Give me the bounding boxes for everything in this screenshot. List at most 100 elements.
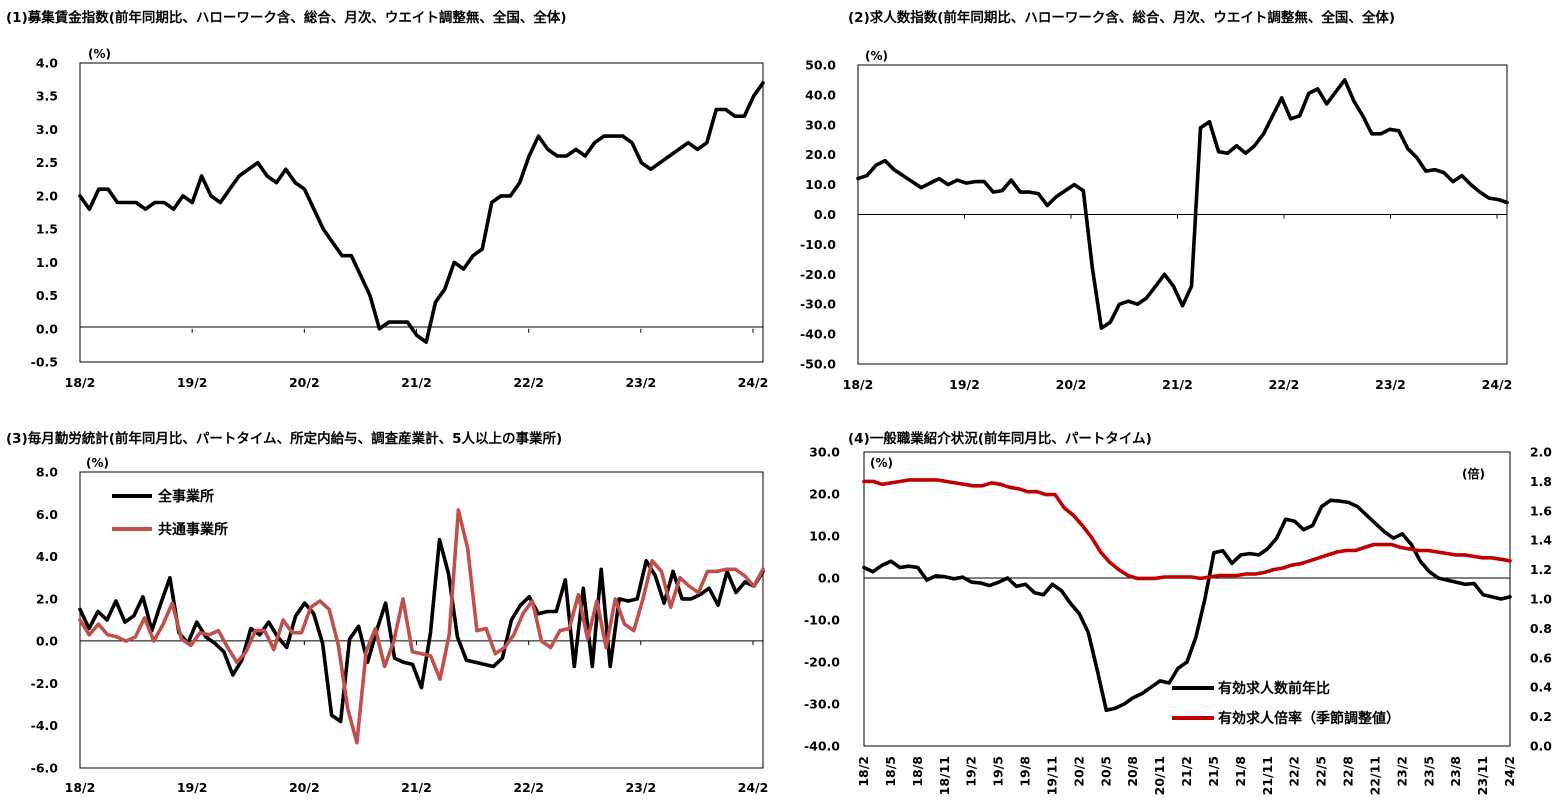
p3-data-point (304, 602, 306, 604)
x-tick-label: 23/5 (1421, 756, 1436, 787)
x-tick-label: 20/2 (1056, 377, 1087, 392)
p1-data-point (622, 135, 624, 137)
p1-data-point (612, 135, 614, 137)
p1-data-point (584, 155, 586, 157)
p2-data-point (1163, 273, 1166, 275)
p3-data-point (273, 649, 275, 651)
x-tick-label: 19/5 (991, 756, 1006, 787)
y-tick-label: 0.0 (818, 571, 840, 586)
p4-data-point (872, 571, 874, 573)
p3-data-point (153, 640, 155, 642)
p4-data-point (1081, 524, 1083, 527)
p2-data-point (1497, 198, 1499, 201)
p4-data-point (1209, 576, 1211, 578)
p4-data-point (1231, 562, 1233, 564)
p2-data-point (1398, 130, 1400, 132)
p3-data-point (504, 646, 506, 649)
p2-data-point (1091, 267, 1093, 269)
x-tick-label: 18/5 (883, 756, 898, 787)
p3-data-point (725, 568, 727, 570)
p2-data-point (1506, 201, 1508, 204)
p4-data-point (1090, 536, 1093, 538)
p1-data-point (547, 148, 549, 150)
p4-data-point (981, 485, 983, 487)
p1-data-point (743, 115, 745, 117)
p4-data-point (1372, 544, 1375, 546)
x-tick-label: 22/2 (1287, 756, 1302, 787)
p4-data-point (999, 483, 1002, 485)
p1-data-point (463, 268, 465, 270)
legend-label-all-establishments: 全事業所 (157, 488, 214, 505)
x-tick-label: 19/2 (964, 756, 979, 787)
p2-data-point (992, 191, 994, 193)
x-tick-label: 22/11 (1367, 756, 1382, 795)
p2-data-point (1010, 179, 1012, 181)
p3-series-line-1 (78, 508, 765, 745)
p4-data-point (926, 579, 928, 581)
p4-data-point (890, 560, 892, 562)
p1-data-point (219, 201, 221, 204)
p1-data-point (210, 195, 212, 197)
p4-data-point (1072, 514, 1074, 516)
p4-data-point (1127, 574, 1129, 577)
p4-data-point (863, 480, 865, 482)
p4-data-point (1240, 554, 1242, 556)
p4-data-point (1132, 697, 1134, 699)
p3-data-point (596, 600, 598, 602)
p4-data-point (1159, 680, 1161, 682)
p2-data-point (1082, 190, 1084, 192)
p1-data-point (360, 275, 362, 277)
p4-data-point (899, 480, 902, 482)
panel-1-unit: (%) (88, 47, 111, 61)
p3-data-point (356, 742, 358, 744)
p3-data-point (116, 636, 118, 638)
p3-data-point (522, 613, 524, 615)
p3-data-point (537, 613, 539, 615)
x-tick-label: 21/2 (1179, 756, 1194, 787)
p3-data-point (568, 627, 570, 630)
p4-data-point (1200, 577, 1202, 580)
p3-data-point (546, 610, 548, 613)
p4-data-point (1491, 557, 1493, 559)
p1-data-point (79, 195, 81, 197)
p4-data-point (998, 581, 1000, 583)
y-right-tick-label: 0.4 (1530, 680, 1552, 695)
p1-data-point (696, 148, 699, 150)
p4-data-point (1272, 569, 1274, 571)
p1-data-point (491, 201, 493, 204)
p4-data-point (1007, 577, 1009, 579)
p3-data-point (582, 587, 584, 589)
p4-data-point (1464, 583, 1466, 585)
x-tick-label: 18/2 (843, 377, 874, 392)
p3-data-point (697, 591, 700, 594)
p3-data-point (577, 594, 580, 596)
p2-data-point (1308, 92, 1310, 94)
y-right-tick-label: 0.8 (1530, 621, 1552, 636)
p3-data-point (162, 623, 164, 625)
p3-data-point (627, 600, 629, 602)
p3-data-point (744, 581, 746, 583)
p2-data-point (1046, 204, 1048, 207)
panel-2-unit: (%) (865, 49, 888, 63)
p3-data-point (550, 646, 552, 649)
x-tick-label: 19/2 (949, 377, 980, 392)
p4-data-point (1482, 594, 1484, 596)
p1-data-point (631, 142, 633, 144)
p3-data-point (492, 665, 494, 668)
p2-data-point (947, 184, 949, 186)
p4-data-point (1181, 576, 1184, 578)
p1-data-point (640, 162, 643, 164)
p3-data-point (609, 665, 611, 668)
p1-data-point (388, 321, 390, 323)
y-tick-label: 2.5 (36, 155, 58, 170)
p3-data-point (264, 630, 266, 632)
y-tick-label: 10.0 (805, 177, 836, 192)
p3-data-point (223, 651, 225, 653)
p4-data-point (1347, 501, 1350, 503)
x-tick-label: 19/11 (1044, 756, 1059, 795)
p1-data-point (425, 341, 427, 343)
p3-data-point (734, 568, 736, 570)
p3-data-point (365, 651, 367, 653)
p4-data-point (972, 485, 974, 487)
p3-data-point (467, 547, 469, 549)
